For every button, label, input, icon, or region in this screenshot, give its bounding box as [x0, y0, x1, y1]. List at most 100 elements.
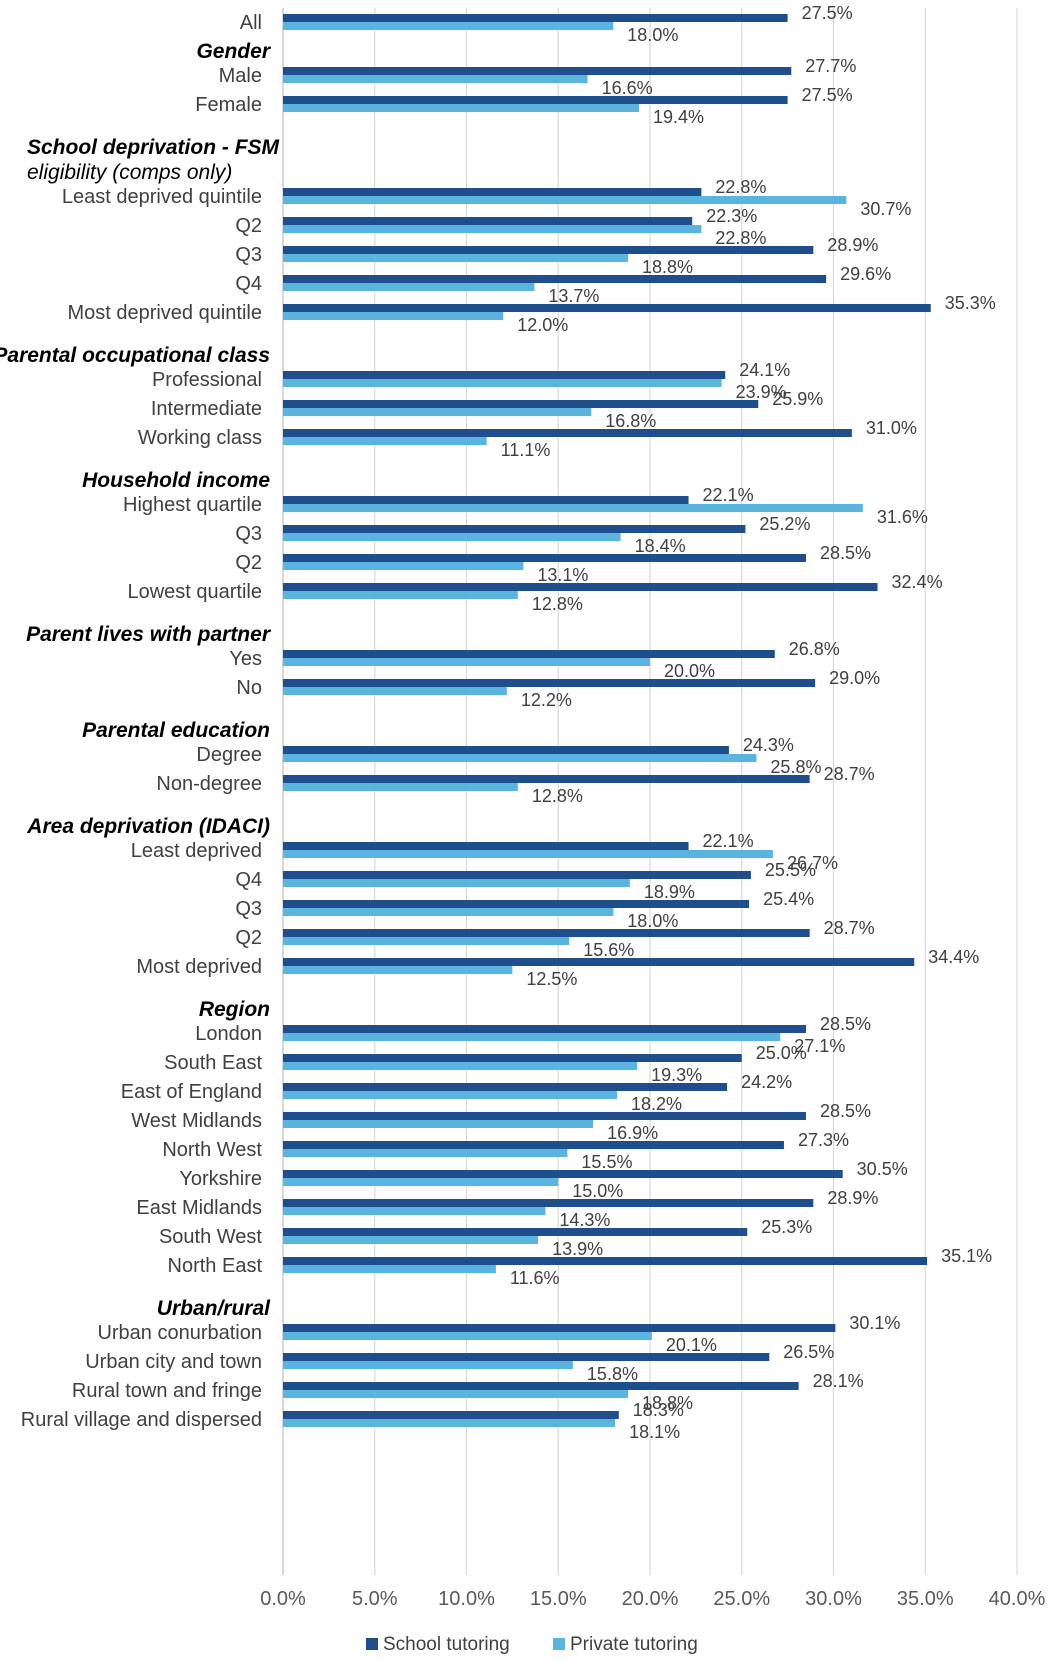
legend-label: School tutoring — [383, 1634, 510, 1655]
category-label: East Midlands — [136, 1197, 262, 1219]
category-label: Most deprived — [136, 956, 262, 978]
category-label: Professional — [152, 369, 262, 391]
group-title: Parental occupational class — [0, 344, 270, 367]
value-label-school: 25.3% — [761, 1217, 812, 1237]
category-label: Degree — [196, 744, 262, 766]
value-label-private: 18.4% — [635, 536, 686, 556]
bar-private-tutoring — [283, 1062, 638, 1070]
value-label-private: 12.8% — [532, 594, 583, 614]
bar-private-tutoring — [283, 312, 504, 320]
bar-school-tutoring — [283, 871, 751, 879]
value-label-school: 27.5% — [802, 85, 853, 105]
category-label: Non-degree — [156, 773, 262, 795]
value-label-school: 28.5% — [820, 1101, 871, 1121]
bar-private-tutoring — [283, 75, 588, 83]
value-label-private: 19.3% — [651, 1065, 702, 1085]
value-label-school: 22.3% — [706, 206, 757, 226]
x-tick-label: 10.0% — [438, 1588, 495, 1610]
category-label: Q3 — [235, 244, 262, 266]
bar-school-tutoring — [283, 1228, 748, 1236]
value-label-school: 25.2% — [759, 514, 810, 534]
bar-school-tutoring — [283, 400, 759, 408]
bar-school-tutoring — [283, 1382, 799, 1390]
bar-school-tutoring — [283, 554, 806, 562]
group-title: Area deprivation (IDACI) — [26, 815, 270, 838]
value-label-school: 18.3% — [633, 1400, 684, 1420]
x-tick-label: 20.0% — [622, 1588, 679, 1610]
value-label-private: 30.7% — [860, 199, 911, 219]
bar-school-tutoring — [283, 188, 702, 196]
x-axis-ticks: 0.0% 5.0% 10.0% 15.0% 20.0% 25.0% 30.0% 35.0% 40… — [260, 1588, 1045, 1610]
bar-private-tutoring — [283, 504, 863, 512]
value-label-private: 18.2% — [631, 1094, 682, 1114]
bar-school-tutoring — [283, 842, 689, 850]
x-tick-label: 25.0% — [713, 1588, 770, 1610]
value-label-private: 12.2% — [521, 690, 572, 710]
value-label-school: 28.9% — [827, 1188, 878, 1208]
group-title-suffix: FSM — [229, 136, 280, 159]
bar-private-tutoring — [283, 1207, 546, 1215]
bar-school-tutoring — [283, 304, 931, 312]
bar-private-tutoring — [283, 22, 614, 30]
value-label-private: 18.8% — [642, 1393, 693, 1413]
bar-school-tutoring — [283, 1170, 843, 1178]
value-label-private: 19.4% — [653, 107, 704, 127]
category-label: Yorkshire — [179, 1168, 262, 1190]
value-label-school: 27.5% — [802, 3, 853, 23]
value-label-school: 26.5% — [783, 1342, 834, 1362]
category-label: Rural village and dispersed — [21, 1409, 262, 1431]
category-label: Least deprived — [131, 840, 262, 862]
bar-school-tutoring — [283, 67, 792, 75]
x-tick-label: 15.0% — [530, 1588, 587, 1610]
value-label-school: 24.1% — [739, 360, 790, 380]
bar-school-tutoring — [283, 929, 810, 937]
value-label-school: 28.9% — [827, 235, 878, 255]
bar-private-tutoring — [283, 658, 650, 666]
bar-school-tutoring — [283, 1054, 742, 1062]
value-label-school: 22.1% — [703, 485, 754, 505]
group-title: School deprivation - FSM — [27, 136, 280, 159]
bar-private-tutoring — [283, 196, 847, 204]
bar-private-tutoring — [283, 687, 507, 695]
value-label-private: 13.9% — [552, 1239, 603, 1259]
value-label-private: 18.1% — [629, 1422, 680, 1442]
legend-swatch — [366, 1638, 378, 1650]
bar-private-tutoring — [283, 754, 757, 762]
x-tick-label: 5.0% — [352, 1588, 398, 1610]
value-label-private: 27.1% — [794, 1036, 845, 1056]
bar-school-tutoring — [283, 275, 827, 283]
category-label: Q2 — [235, 215, 262, 237]
bar-school-tutoring — [283, 958, 915, 966]
bar-private-tutoring — [283, 937, 570, 945]
category-label: London — [195, 1023, 262, 1045]
value-label-private: 16.6% — [602, 78, 653, 98]
value-label-school: 35.1% — [941, 1246, 992, 1266]
value-label-school: 25.4% — [763, 889, 814, 909]
value-labels: 27.5% 18.0% 27.7% 16.6% 27.5% 19.4% 22.8% 30.7%… — [501, 3, 996, 1442]
category-label: Q4 — [235, 273, 262, 295]
category-label: Female — [195, 94, 262, 116]
gridlines — [282, 8, 1018, 1575]
bar-private-tutoring — [283, 225, 702, 233]
value-label-school: 24.2% — [741, 1072, 792, 1092]
legend: School tutoring Private tutoring — [366, 1634, 698, 1655]
value-label-private: 16.9% — [607, 1123, 658, 1143]
value-label-private: 18.0% — [627, 911, 678, 931]
bar-private-tutoring — [283, 591, 518, 599]
category-label: East of England — [121, 1081, 262, 1103]
bar-school-tutoring — [283, 371, 726, 379]
bar-school-tutoring — [283, 1257, 928, 1265]
group-title: Household income — [82, 469, 270, 492]
category-label: Urban city and town — [85, 1351, 262, 1373]
bar-private-tutoring — [283, 283, 535, 291]
bar-private-tutoring — [283, 783, 518, 791]
bar-private-tutoring — [283, 1390, 628, 1398]
bars — [283, 14, 931, 1427]
bar-school-tutoring — [283, 1025, 806, 1033]
value-label-school: 35.3% — [945, 293, 996, 313]
value-label-school: 25.9% — [772, 389, 823, 409]
value-label-private: 23.9% — [736, 382, 787, 402]
bar-private-tutoring — [283, 1419, 616, 1427]
value-label-private: 16.8% — [605, 411, 656, 431]
value-label-school: 27.3% — [798, 1130, 849, 1150]
